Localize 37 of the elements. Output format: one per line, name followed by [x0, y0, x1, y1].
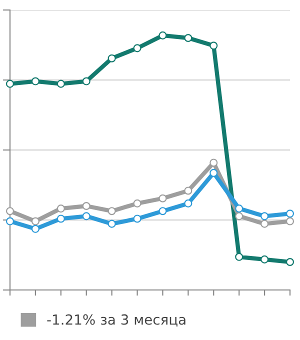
point	[56, 80, 65, 88]
point	[82, 212, 90, 220]
point	[184, 186, 192, 195]
point	[235, 204, 244, 213]
point	[158, 194, 167, 202]
point	[235, 212, 244, 220]
point	[108, 54, 116, 62]
point	[82, 202, 90, 210]
point	[31, 77, 40, 86]
point	[6, 207, 14, 216]
point	[108, 220, 116, 228]
point	[133, 199, 142, 208]
point	[6, 217, 14, 226]
point	[286, 210, 294, 218]
point	[184, 199, 192, 208]
point	[56, 214, 65, 223]
point	[260, 255, 269, 264]
point	[260, 220, 269, 228]
point	[210, 158, 218, 167]
point	[210, 168, 218, 177]
point	[56, 204, 65, 213]
point	[210, 42, 218, 50]
point	[286, 258, 294, 266]
point	[31, 224, 40, 233]
point	[108, 207, 116, 216]
legend-label: -1.21% за 3 месяца	[47, 314, 186, 327]
point	[260, 212, 269, 220]
point	[133, 44, 142, 52]
point	[133, 214, 142, 223]
point	[286, 217, 294, 226]
point	[184, 34, 192, 42]
point	[31, 217, 40, 226]
point	[158, 31, 167, 40]
point	[6, 80, 14, 88]
point	[158, 207, 167, 216]
point	[235, 252, 244, 261]
point	[82, 77, 90, 86]
